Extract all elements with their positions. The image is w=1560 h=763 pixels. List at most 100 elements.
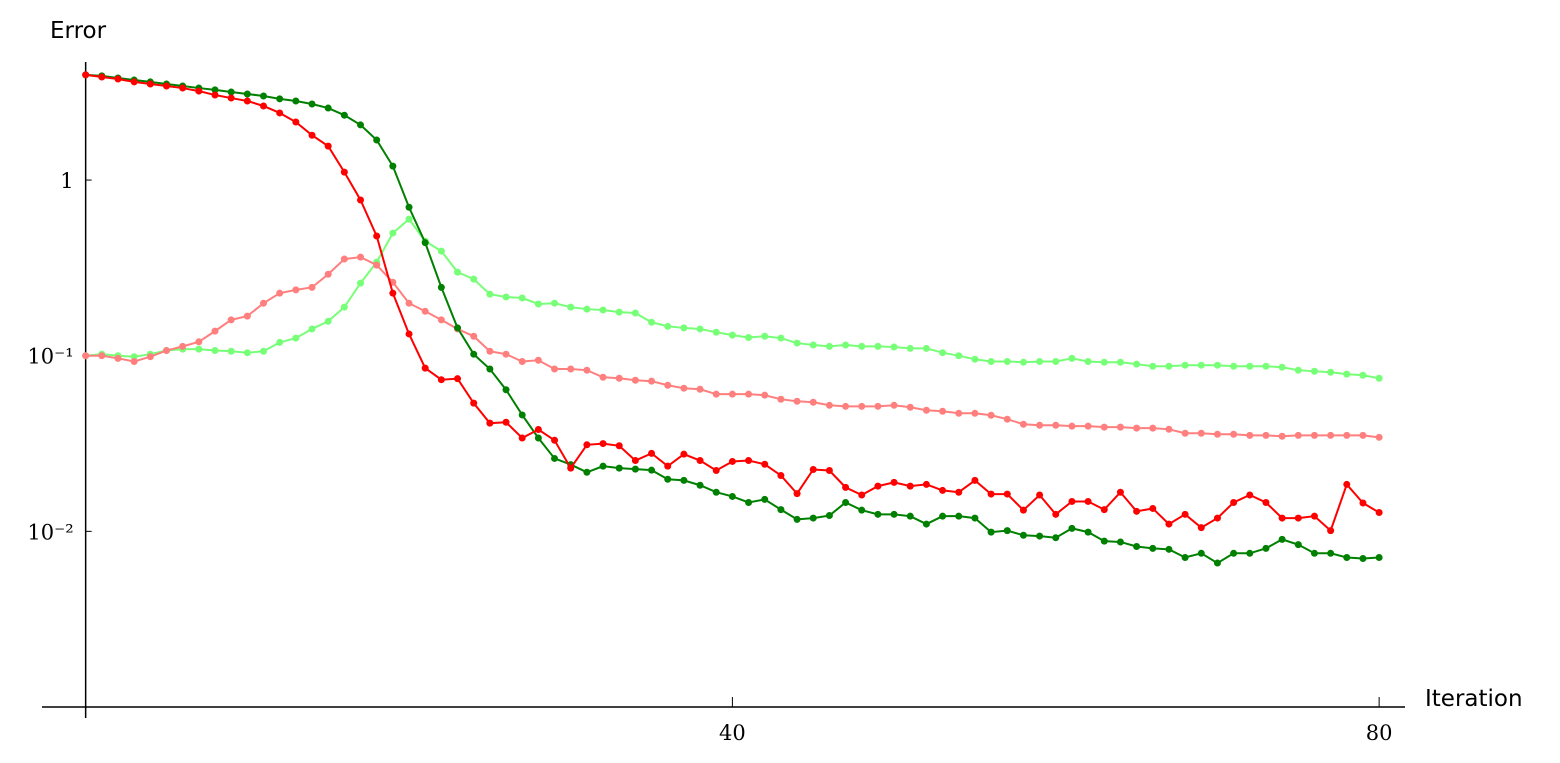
data-point: [1197, 361, 1205, 369]
data-point: [1052, 421, 1060, 429]
data-point: [1165, 362, 1173, 370]
data-point: [1068, 497, 1076, 505]
data-point: [227, 88, 235, 96]
data-point: [534, 356, 542, 364]
data-point: [809, 398, 817, 406]
data-point: [906, 482, 914, 490]
series-line: [85, 73, 1380, 565]
data-point: [939, 349, 947, 357]
data-point: [1359, 555, 1367, 563]
data-point: [971, 355, 979, 363]
data-point: [890, 478, 898, 486]
data-point: [114, 354, 122, 362]
data-point: [1246, 549, 1254, 557]
data-point: [534, 426, 542, 434]
data-point: [664, 475, 672, 483]
data-point: [1359, 431, 1367, 439]
data-point: [599, 440, 607, 448]
data-point: [1327, 368, 1335, 376]
data-point: [1116, 538, 1124, 546]
data-point: [971, 476, 979, 484]
data-point: [728, 457, 736, 465]
y-axis-label: Error: [50, 18, 107, 44]
data-point: [1359, 499, 1367, 507]
data-point: [308, 325, 316, 333]
data-point: [1100, 506, 1108, 514]
data-point: [162, 82, 170, 90]
data-point: [340, 168, 348, 176]
data-point: [308, 283, 316, 291]
data-point: [260, 347, 268, 355]
data-point: [146, 80, 154, 88]
data-point: [98, 73, 106, 81]
data-point: [340, 111, 348, 119]
data-point: [179, 84, 187, 92]
data-point: [1310, 512, 1318, 520]
data-point: [1310, 367, 1318, 375]
data-point: [486, 347, 494, 355]
data-point: [1197, 524, 1205, 532]
data-point: [1165, 545, 1173, 553]
data-point: [1375, 433, 1383, 441]
data-point: [437, 247, 445, 255]
data-point: [567, 303, 575, 311]
data-point: [502, 386, 510, 394]
data-point: [971, 409, 979, 417]
data-point: [761, 495, 769, 503]
data-point: [1003, 490, 1011, 498]
data-point: [1343, 480, 1351, 488]
data-point: [227, 316, 235, 324]
data-point: [195, 87, 203, 95]
data-point: [518, 434, 526, 442]
data-point: [1052, 534, 1060, 542]
data-point: [680, 450, 688, 458]
data-point: [1133, 507, 1141, 515]
data-point: [1343, 370, 1351, 378]
data-point: [793, 397, 801, 405]
data-point: [1068, 354, 1076, 362]
data-point: [1133, 424, 1141, 432]
data-point: [842, 341, 850, 349]
data-point: [1343, 553, 1351, 561]
data-point: [648, 377, 656, 385]
data-point: [874, 342, 882, 350]
data-point: [292, 286, 300, 294]
data-point: [1116, 358, 1124, 366]
data-point: [1036, 421, 1044, 429]
data-point: [518, 357, 526, 365]
data-point: [631, 457, 639, 465]
data-point: [1181, 361, 1189, 369]
data-point: [211, 327, 219, 335]
data-point: [745, 333, 753, 341]
data-point: [890, 401, 898, 409]
data-point: [793, 490, 801, 498]
data-point: [211, 91, 219, 99]
data-point: [340, 303, 348, 311]
data-point: [227, 94, 235, 102]
data-point: [227, 347, 235, 355]
data-point: [243, 90, 251, 98]
data-point: [1375, 374, 1383, 382]
data-point: [1197, 429, 1205, 437]
data-point: [745, 457, 753, 465]
data-point: [82, 71, 90, 79]
data-point: [631, 309, 639, 317]
data-point: [1084, 497, 1092, 505]
data-point: [389, 162, 397, 170]
data-point: [518, 411, 526, 419]
data-point: [470, 350, 478, 358]
data-point: [1262, 431, 1270, 439]
data-point: [357, 121, 365, 129]
data-point: [454, 268, 462, 276]
data-point: [276, 95, 284, 103]
data-point: [373, 136, 381, 144]
data-point: [1100, 537, 1108, 545]
data-point: [276, 289, 284, 297]
data-point: [551, 365, 559, 373]
data-point: [583, 441, 591, 449]
data-point: [260, 299, 268, 307]
data-point: [922, 344, 930, 352]
data-point: [955, 512, 963, 520]
data-point: [874, 482, 882, 490]
data-point: [373, 232, 381, 240]
